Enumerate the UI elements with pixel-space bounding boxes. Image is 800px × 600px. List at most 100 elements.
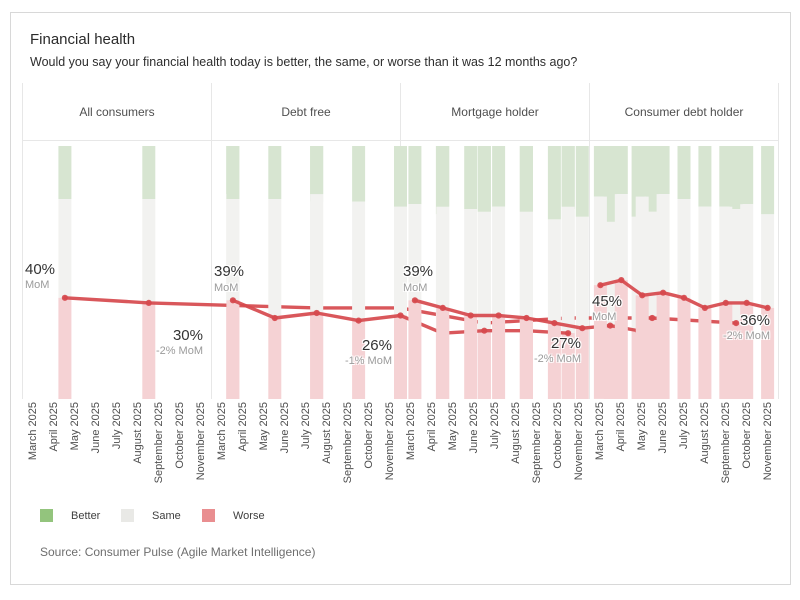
bar-segment-better[interactable] xyxy=(593,146,607,197)
line-point[interactable] xyxy=(397,312,404,319)
bar-segment-worse[interactable] xyxy=(614,280,628,399)
bar-segment-same[interactable] xyxy=(575,216,589,329)
bar-segment-better[interactable] xyxy=(58,146,72,200)
bar-segment-same[interactable] xyxy=(729,209,743,323)
bar-segment-same[interactable] xyxy=(656,194,670,293)
bar-segment-same[interactable] xyxy=(740,204,754,303)
line-point[interactable] xyxy=(523,314,530,322)
bar-segment-worse[interactable] xyxy=(310,313,324,399)
bar-segment-better[interactable] xyxy=(698,146,712,207)
bar-segment-better[interactable] xyxy=(614,146,628,195)
bar-segment-worse[interactable] xyxy=(58,297,72,399)
bar-segment-same[interactable] xyxy=(698,206,712,308)
bar-segment-same[interactable] xyxy=(635,196,649,296)
line-point[interactable] xyxy=(439,304,446,311)
bar-segment-same[interactable] xyxy=(436,206,450,308)
bar-segment-better[interactable] xyxy=(352,146,366,202)
bar-segment-worse[interactable] xyxy=(761,307,775,399)
line-point[interactable] xyxy=(618,277,625,284)
bar-segment-same[interactable] xyxy=(142,199,156,303)
legend-item-worse[interactable]: Worse xyxy=(202,509,283,522)
bar-segment-same[interactable] xyxy=(58,199,72,298)
bar-segment-same[interactable] xyxy=(268,199,282,318)
line-point[interactable] xyxy=(607,322,614,329)
bar-segment-worse[interactable] xyxy=(547,323,561,399)
bar-segment-worse[interactable] xyxy=(603,325,617,399)
line-point[interactable] xyxy=(467,312,474,319)
legend-item-better[interactable]: Better xyxy=(40,509,121,522)
bar-segment-worse[interactable] xyxy=(436,307,450,399)
bar-segment-better[interactable] xyxy=(635,146,649,197)
bar-segment-worse[interactable] xyxy=(408,300,422,399)
bar-segment-same[interactable] xyxy=(761,214,775,308)
bar-segment-same[interactable] xyxy=(719,206,733,303)
bar-segment-worse[interactable] xyxy=(645,318,659,399)
legend-item-same[interactable]: Same xyxy=(121,509,202,522)
line-point[interactable] xyxy=(639,292,646,299)
bar-segment-worse[interactable] xyxy=(656,292,670,399)
bar-segment-better[interactable] xyxy=(436,146,450,207)
line-point[interactable] xyxy=(565,330,572,337)
bar-segment-worse[interactable] xyxy=(394,315,407,400)
line-point[interactable] xyxy=(229,297,236,304)
bar-segment-worse[interactable] xyxy=(635,295,649,399)
bar-segment-same[interactable] xyxy=(408,204,422,301)
line-point[interactable] xyxy=(551,320,558,327)
line-point[interactable] xyxy=(743,299,750,306)
bar-segment-better[interactable] xyxy=(575,146,589,217)
bar-segment-worse[interactable] xyxy=(477,330,491,399)
bar-segment-worse[interactable] xyxy=(719,302,733,399)
line-point[interactable] xyxy=(649,314,656,322)
bar-segment-worse[interactable] xyxy=(268,318,282,399)
bar-segment-better[interactable] xyxy=(547,146,561,220)
bar-segment-better[interactable] xyxy=(477,146,491,212)
line-point[interactable] xyxy=(597,282,604,289)
bar-segment-better[interactable] xyxy=(729,146,743,210)
bar-segment-same[interactable] xyxy=(614,194,628,281)
bar-segment-better[interactable] xyxy=(408,146,422,205)
bar-segment-same[interactable] xyxy=(603,221,617,326)
bar-segment-worse[interactable] xyxy=(561,333,575,399)
bar-segment-better[interactable] xyxy=(645,146,659,212)
bar-segment-better[interactable] xyxy=(740,146,754,205)
bar-segment-worse[interactable] xyxy=(698,307,712,399)
bar-segment-worse[interactable] xyxy=(142,302,156,399)
bar-segment-worse[interactable] xyxy=(593,285,607,399)
bar-segment-worse[interactable] xyxy=(492,315,506,400)
bar-segment-same[interactable] xyxy=(561,206,575,334)
bar-segment-worse[interactable] xyxy=(740,302,754,399)
bar-segment-better[interactable] xyxy=(492,146,506,207)
bar-segment-same[interactable] xyxy=(310,194,324,313)
bar-segment-better[interactable] xyxy=(268,146,282,200)
bar-segment-same[interactable] xyxy=(547,219,561,324)
line-point[interactable] xyxy=(61,294,68,301)
bar-segment-same[interactable] xyxy=(492,206,506,316)
bar-segment-worse[interactable] xyxy=(352,320,366,399)
bar-segment-worse[interactable] xyxy=(729,323,743,399)
bar-segment-worse[interactable] xyxy=(677,297,691,399)
line-point[interactable] xyxy=(660,289,667,296)
bar-segment-worse[interactable] xyxy=(520,318,533,399)
bar-segment-same[interactable] xyxy=(677,199,691,298)
bar-segment-same[interactable] xyxy=(352,201,366,321)
bar-segment-same[interactable] xyxy=(477,211,491,331)
bar-segment-same[interactable] xyxy=(645,211,659,319)
bar-segment-worse[interactable] xyxy=(226,300,240,399)
bar-segment-same[interactable] xyxy=(394,206,407,316)
bar-segment-better[interactable] xyxy=(226,146,240,200)
bar-segment-same[interactable] xyxy=(464,209,478,316)
bar-segment-better[interactable] xyxy=(761,146,775,215)
bar-segment-better[interactable] xyxy=(464,146,478,210)
bar-segment-better[interactable] xyxy=(310,146,324,195)
bar-segment-worse[interactable] xyxy=(464,315,478,400)
line-point[interactable] xyxy=(481,327,488,334)
bar-segment-same[interactable] xyxy=(593,196,607,286)
bar-segment-worse[interactable] xyxy=(575,328,589,399)
line-point[interactable] xyxy=(701,304,708,311)
line-point[interactable] xyxy=(495,312,502,319)
bar-segment-better[interactable] xyxy=(520,146,533,212)
line-point[interactable] xyxy=(271,314,278,322)
bar-segment-same[interactable] xyxy=(520,211,533,319)
line-point[interactable] xyxy=(145,299,152,306)
bar-segment-better[interactable] xyxy=(394,146,407,207)
